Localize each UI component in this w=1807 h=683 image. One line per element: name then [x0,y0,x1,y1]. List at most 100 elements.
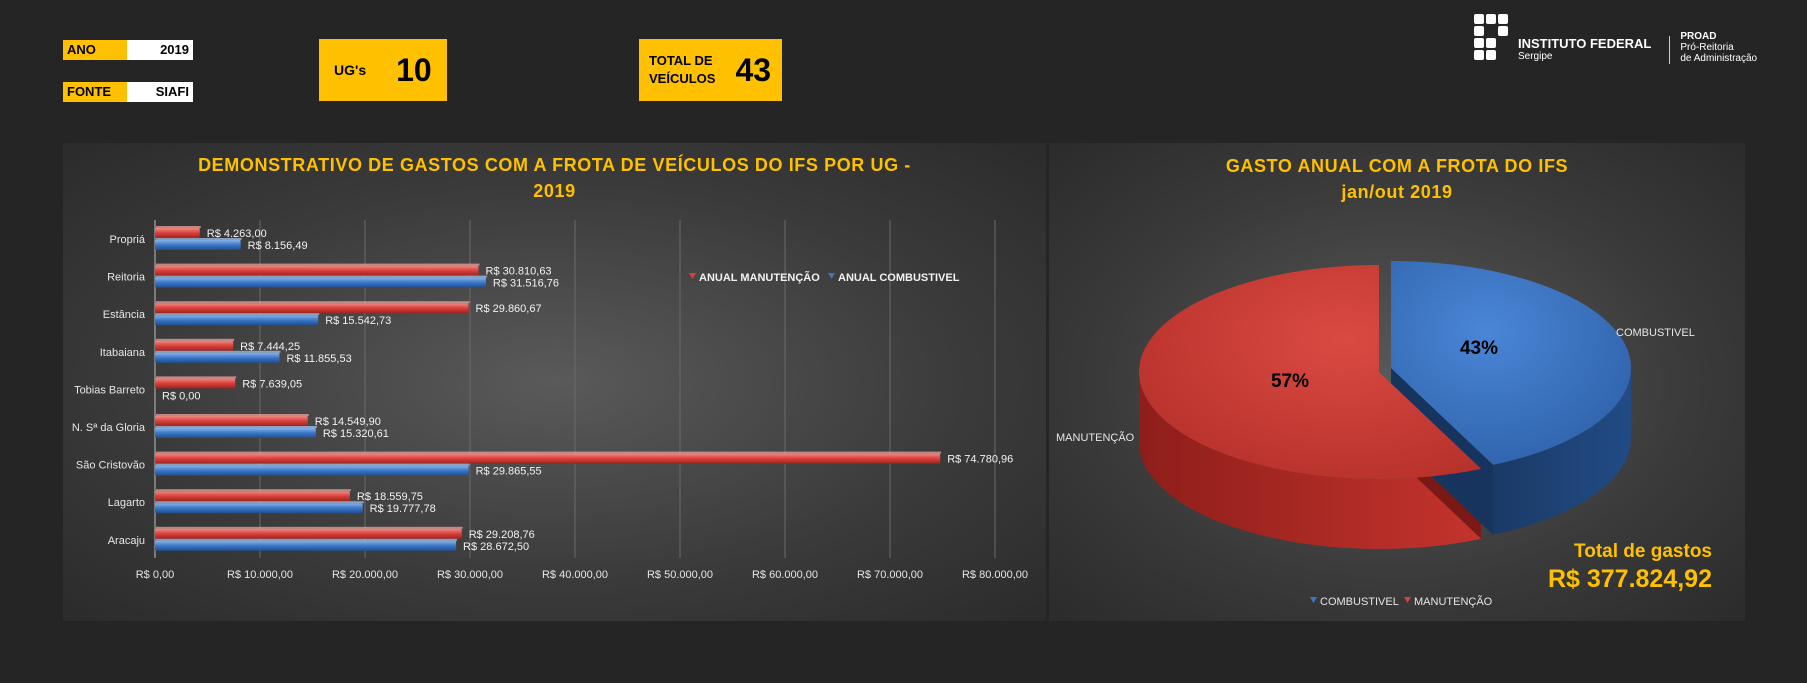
bar-top-face [156,350,281,353]
veiculos-value: 43 [735,51,772,88]
data-label: R$ 11.855,53 [286,353,351,365]
data-label: R$ 4.263,00 [207,228,267,240]
x-tick-label: R$ 30.000,00 [437,569,503,581]
bar-top-face [156,538,458,541]
category-label: Reitoria [107,272,146,284]
bar-manutencao [155,453,941,464]
data-label: R$ 29.865,55 [476,466,542,478]
if-logo-icon [1474,14,1508,60]
category-label-manutencao: MANUTENÇÃO [1056,431,1135,444]
data-label: R$ 0,00 [162,390,201,402]
bar-combustivel [155,465,469,476]
legend-label: MANUTENÇÃO [1414,595,1493,608]
category-label: São Cristovão [76,460,145,472]
veiculos-label-2: VEÍCULOS [649,71,716,86]
veiculos-card: TOTAL DE VEÍCULOS 43 [639,39,782,101]
pie-chart-title-line1: GASTO ANUAL COM A FROTA DO IFS [1225,156,1569,176]
bar-top-face [156,275,487,278]
total-block: Total de gastos R$ 377.824,92 [1480,541,1712,594]
dept-title: PROAD [1680,31,1717,42]
data-label: R$ 30.810,63 [486,266,552,278]
x-tick-label: R$ 50.000,00 [647,569,713,581]
bar-top-face [156,501,364,504]
bar-top-face [156,376,237,379]
legend-marker [1404,597,1411,603]
category-label: Propriá [110,234,146,246]
data-label: R$ 18.559,75 [357,491,423,503]
bar-top-face [156,489,351,492]
fonte-field: FONTE SIAFI [63,82,193,102]
legend-marker [1310,597,1317,603]
org-name: INSTITUTO FEDERAL Sergipe [1518,36,1651,62]
bar-combustivel [155,540,457,551]
bar-chart-title-line2: 2019 [533,181,576,201]
data-label: R$ 29.208,76 [469,529,535,541]
bar-top-face [156,414,309,416]
ano-value: 2019 [127,40,193,60]
x-tick-label: R$ 20.000,00 [332,569,398,581]
bar-manutencao [155,340,234,351]
fonte-value: SIAFI [127,82,193,102]
logo-divider [1669,36,1671,64]
x-tick-label: R$ 60.000,00 [752,569,818,581]
veiculos-label-1: TOTAL DE [649,53,713,68]
category-label: Estância [103,309,146,321]
bar-manutencao [155,228,200,238]
category-label: Lagarto [108,497,145,509]
ano-field: ANO 2019 [63,40,193,60]
fonte-label: FONTE [63,82,127,102]
bar-top-face [156,301,470,304]
bar-chart-title-line1: DEMONSTRATIVO DE GASTOS COM A FROTA DE V… [198,155,911,175]
bar-top-face [156,463,470,466]
slice-label-combustivel: 43% [1460,338,1498,359]
category-label: Itabaiana [100,347,146,359]
bar-combustivel [155,428,316,438]
x-tick-label: R$ 80.000,00 [962,569,1028,581]
legend-marker [828,273,835,279]
bar-top-face [156,451,942,454]
data-label: R$ 7.444,25 [240,341,300,353]
category-label-combustivel: COMBUSTIVEL [1616,327,1695,339]
data-label: R$ 28.672,50 [463,541,529,553]
data-label: R$ 31.516,76 [493,278,559,290]
bar-manutencao [155,528,462,539]
ano-label: ANO [63,40,127,60]
bar-top-face [156,226,201,228]
legend-label: COMBUSTIVEL [1320,596,1399,608]
bar-combustivel [155,277,486,288]
data-label: R$ 15.320,61 [323,428,389,440]
dept-name: PROAD Pró-Reitoria de Administração [1680,31,1757,64]
pie-side-manutencao [1139,372,1482,549]
bar-top-face [156,338,235,341]
x-tick-label: R$ 40.000,00 [542,569,608,581]
bar-chart-title: DEMONSTRATIVO DE GASTOS COM A FROTA DE V… [63,152,1046,204]
bar-top-face [156,263,480,266]
legend-marker [689,273,696,279]
bar-manutencao [155,416,308,426]
data-label: R$ 29.860,67 [476,303,542,315]
data-label: R$ 74.780,96 [947,454,1013,466]
bar-manutencao [155,265,479,276]
ugs-card: UG's 10 [319,39,447,101]
pie-chart-title: GASTO ANUAL COM A FROTA DO IFS jan/out 2… [1049,153,1745,205]
category-label: Tobias Barreto [74,384,145,396]
bar-manutencao [155,491,350,502]
org-title: INSTITUTO FEDERAL [1518,36,1652,51]
bar-combustivel [155,315,319,326]
data-label: R$ 19.777,78 [370,503,436,515]
ifs-logo: INSTITUTO FEDERAL Sergipe PROAD Pró-Reit… [1474,14,1757,64]
bar-manutencao [155,378,236,389]
ugs-value: 10 [396,51,432,88]
bar-combustivel [155,352,280,363]
dept-sub-2: de Administração [1680,53,1758,64]
bar-top-face [156,238,242,240]
data-label: R$ 14.549,90 [315,416,381,428]
pie-side-combustivel [1493,368,1631,535]
bar-top-face [156,426,317,428]
dept-sub-1: Pró-Reitoria [1680,42,1734,53]
pie-chart-title-line2: jan/out 2019 [1341,182,1453,202]
legend-label: ANUAL MANUTENÇÃO [699,271,820,284]
total-label: Total de gastos [1574,541,1712,562]
